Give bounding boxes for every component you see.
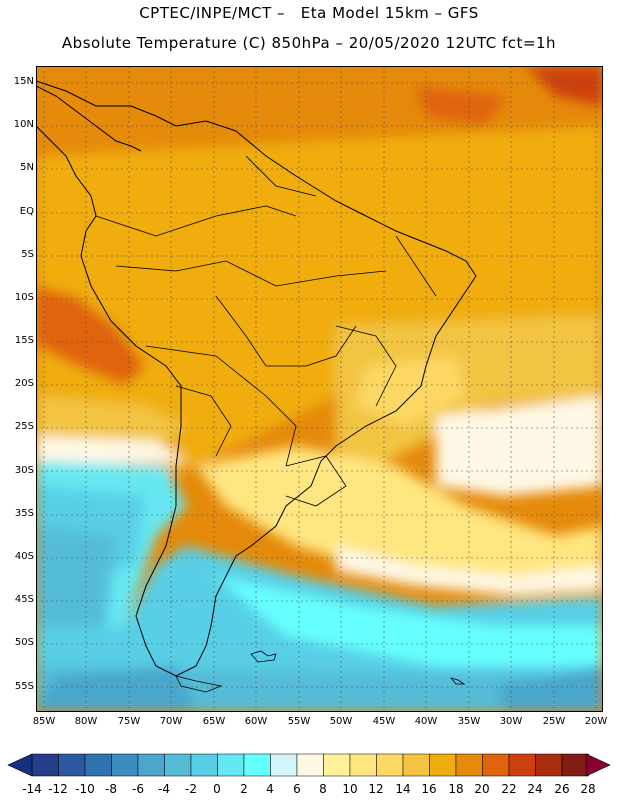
colorbar-label: -6 [132,782,144,796]
colorbar-cell [58,753,86,777]
lat-label: 5N [20,162,34,173]
lon-label: 85W [32,716,56,727]
colorbar-cell [243,753,271,777]
colorbar-label: -12 [48,782,68,796]
lat-label: 55S [14,681,34,692]
lat-label: 45S [14,594,34,605]
lon-label: 60W [244,716,268,727]
lat-label: 35S [14,508,34,519]
colorbar-cell [217,753,245,777]
lat-label: 15N [13,76,34,87]
colorbar-label: 28 [580,782,596,796]
lon-label: 65W [202,716,226,727]
lon-label: 50W [329,716,353,727]
colorbar-cell [455,753,483,777]
map-panel [36,66,603,712]
colorbar-label: 26 [554,782,570,796]
country-borders [95,155,437,507]
colorbar-label: 20 [474,782,490,796]
colorbar-cell [270,753,298,777]
south-georgia [449,677,466,685]
colorbar-cell [535,753,563,777]
colorbar-label: -14 [22,782,42,796]
colorbar-label: -4 [158,782,170,796]
colorbar-cell [164,753,192,777]
colorbar-label: 6 [293,782,301,796]
lon-label: 55W [287,716,311,727]
lon-label: 20W [584,716,608,727]
lat-label: 10N [13,119,34,130]
colorbar-label: 22 [501,782,517,796]
colorbar-cell [376,753,404,777]
colorbar-cell [429,753,457,777]
lat-label: 15S [14,335,34,346]
lon-label: 45W [372,716,396,727]
colorbar-label: 24 [527,782,543,796]
colorbar-label: 0 [213,782,221,796]
colorbar-cell [561,753,589,777]
south-america-coastline [36,80,477,677]
lat-label: EQ [19,206,34,217]
colorbar-cell [323,753,351,777]
colorbar-label: 16 [421,782,437,796]
colorbar-label: 2 [240,782,248,796]
lat-label: 10S [14,292,34,303]
colorbar-cell [349,753,377,777]
lon-label: 75W [117,716,141,727]
map-title-line1: CPTEC/INPE/MCT – Eta Model 15km – GFS [139,4,479,22]
colorbar-label: -10 [75,782,95,796]
colorbar-cell [482,753,510,777]
colorbar-label: 4 [266,782,274,796]
lat-label: 40S [14,551,34,562]
lat-label: 50S [14,637,34,648]
colorbar-label: -2 [185,782,197,796]
colorbar [7,753,611,777]
lon-label: 25W [542,716,566,727]
colorbar-cell [84,753,112,777]
map-frame [36,66,603,712]
colorbar-cell [111,753,139,777]
colorbar-low-arrow [7,753,33,777]
colorbar-label: 10 [342,782,358,796]
lon-label: 30W [499,716,523,727]
central-america-coastline [36,85,142,152]
lat-label: 5S [21,249,34,260]
temperature-field [36,66,603,712]
lon-label: 80W [74,716,98,727]
colorbar-cell [137,753,165,777]
colorbar-cell [508,753,536,777]
temperature-map [36,66,603,712]
lon-label: 70W [159,716,183,727]
colorbar-label: 18 [448,782,464,796]
lat-label: 25S [14,421,34,432]
colorbar-label: 8 [319,782,327,796]
map-title-line2: Absolute Temperature (C) 850hPa – 20/05/… [61,34,557,52]
colorbar-cell [296,753,324,777]
colorbar-label: 12 [368,782,384,796]
lat-label: 20S [14,378,34,389]
colorbar-label: -8 [105,782,117,796]
lon-label: 40W [414,716,438,727]
colorbar-cell [190,753,218,777]
falkland-islands [250,650,277,663]
colorbar-cell [402,753,430,777]
colorbar-label: 14 [395,782,411,796]
colorbar-cell [31,753,59,777]
lat-label: 30S [14,465,34,476]
lon-label: 35W [457,716,481,727]
tierra-del-fuego [175,675,223,693]
colorbar-high-arrow [585,753,611,777]
